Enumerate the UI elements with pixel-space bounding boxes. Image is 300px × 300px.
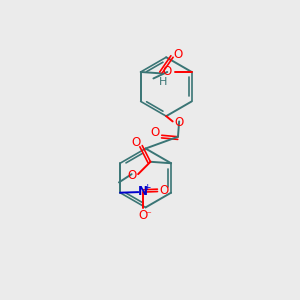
Text: H: H (159, 77, 168, 87)
Text: O: O (163, 65, 172, 79)
Text: O: O (175, 116, 184, 128)
Text: O: O (173, 48, 182, 62)
Text: O: O (159, 184, 169, 197)
Text: O: O (139, 209, 148, 222)
Text: O: O (127, 169, 136, 182)
Text: O: O (131, 136, 140, 149)
Text: O: O (151, 126, 160, 140)
Text: +: + (143, 184, 150, 193)
Text: ⁻: ⁻ (146, 211, 152, 221)
Text: N: N (138, 185, 148, 198)
